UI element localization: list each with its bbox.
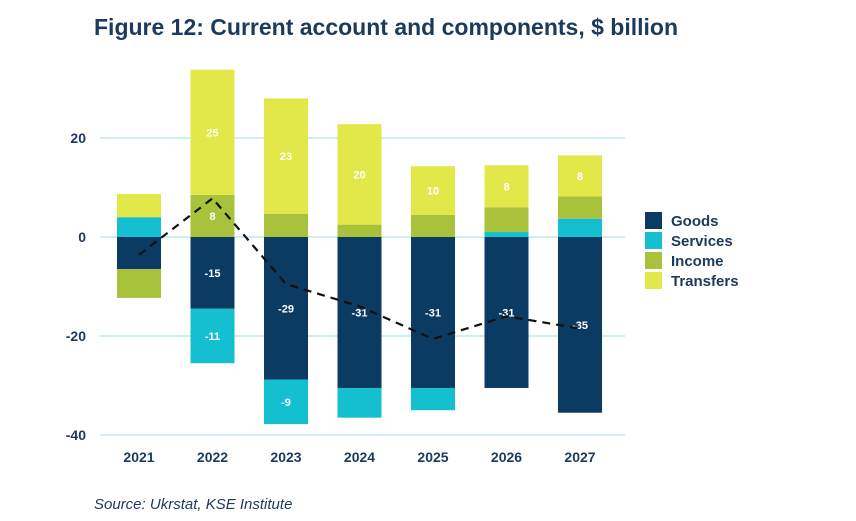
bar-income-2024 [337,224,382,237]
current-account-line [138,196,581,341]
legend: Goods Services Income Transfers [645,212,739,290]
bar-services-2021 [117,217,161,237]
x-tick-label-2022: 2022 [197,449,228,465]
x-tick-label-2026: 2026 [491,449,522,465]
legend-swatch-transfers [645,272,662,289]
legend-label-transfers: Transfers [671,273,739,290]
legend-swatch-goods [645,212,662,229]
chart-title: Figure 12: Current account and component… [94,14,679,40]
x-axis-ticks: 2021 2022 2023 2024 2025 2026 2027 [123,449,595,465]
x-tick-label-2027: 2027 [564,449,595,465]
x-tick-label-2023: 2023 [270,449,301,465]
bar-goods-2023 [264,237,308,380]
bar-services-2022 [190,308,235,364]
data-label-services-2022: -11 [205,331,220,343]
legend-swatch-services [645,232,662,249]
current-account-line-path [138,196,581,341]
bar-goods-2027 [558,237,602,413]
bars [117,69,602,425]
data-label-transfers-2025: 10 [427,185,439,197]
data-labels: -15 -11 8 25 -29 -9 23 -31 20 -31 10 -31 8 -35 8 [205,127,588,409]
bar-services-2023 [264,379,308,425]
data-label-goods-2026: -31 [499,307,515,319]
data-label-goods-2023: -29 [278,303,294,315]
y-tick-label: 0 [78,229,86,245]
y-tick-label: -40 [66,427,86,443]
y-tick-label: -20 [66,328,86,344]
y-tick-label: 20 [70,130,86,146]
bar-goods-2026 [484,237,529,388]
bar-income-2025 [411,214,455,237]
data-label-income-2022: 8 [209,211,215,223]
bar-transfers-2027 [558,155,602,197]
legend-label-goods: Goods [671,213,719,230]
data-label-transfers-2022: 25 [206,127,218,139]
bar-transfers-2025 [411,166,455,215]
x-tick-label-2025: 2025 [417,449,448,465]
bar-income-2027 [558,196,602,219]
legend-label-income: Income [671,253,724,270]
legend-label-services: Services [671,233,733,250]
bar-transfers-2021 [117,193,161,218]
bar-services-2027 [558,218,602,237]
bar-income-2021 [117,269,161,298]
bar-goods-2022 [190,237,235,309]
bar-transfers-2024 [337,124,382,225]
bar-income-2023 [264,213,308,237]
bar-transfers-2022 [190,69,235,195]
x-tick-label-2024: 2024 [344,449,375,465]
data-label-goods-2025: -31 [425,307,441,319]
bar-transfers-2023 [264,98,308,214]
source-note: Source: Ukrstat, KSE Institute [94,496,293,513]
legend-swatch-income [645,252,662,269]
bar-services-2024 [337,387,382,418]
data-label-goods-2027: -35 [572,320,588,332]
data-label-goods-2024: -31 [352,307,368,319]
data-label-transfers-2027: 8 [577,171,583,183]
x-tick-label-2021: 2021 [123,449,154,465]
data-label-goods-2022: -15 [205,268,221,280]
bar-goods-2025 [411,237,455,388]
data-label-services-2023: -9 [281,397,291,409]
bar-transfers-2026 [484,165,529,208]
data-label-transfers-2026: 8 [503,181,509,193]
y-axis-ticks: 20 0 -20 -40 [66,130,86,443]
data-label-transfers-2023: 23 [280,151,292,163]
bar-services-2025 [411,387,455,411]
bar-income-2026 [484,207,529,233]
bar-services-2026 [484,232,529,237]
data-label-transfers-2024: 20 [353,169,365,181]
